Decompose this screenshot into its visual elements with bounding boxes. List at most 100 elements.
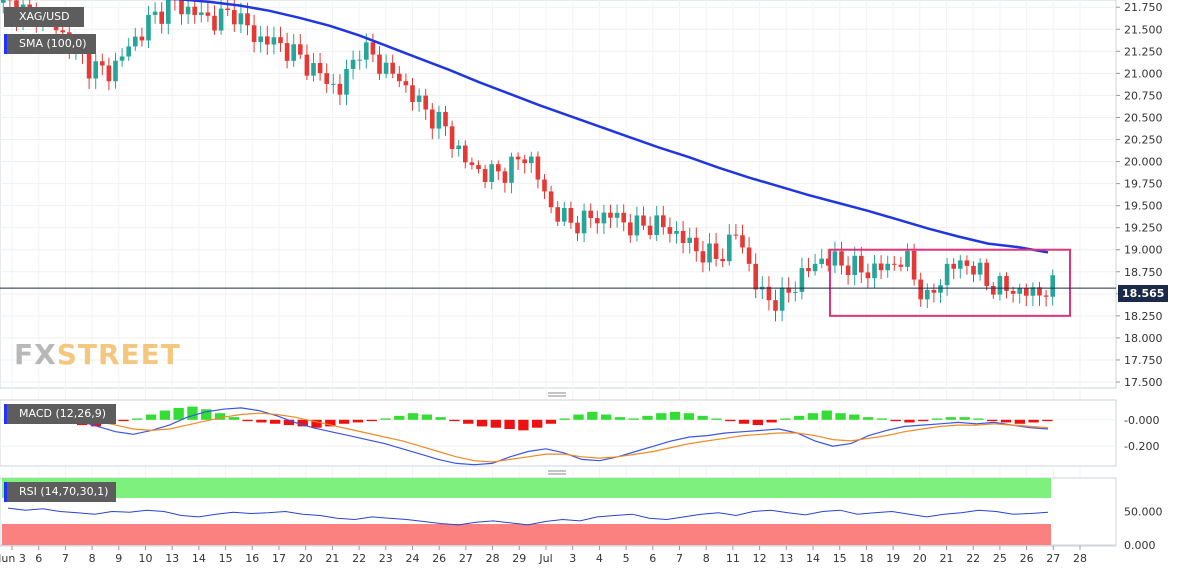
price-tick-label: 21.000 [1124, 67, 1163, 80]
price-tick-label: 18.250 [1124, 310, 1163, 323]
panel-resize-handle-1[interactable] [548, 392, 566, 397]
macd-histogram-bar [242, 419, 253, 422]
candle-body [832, 251, 838, 266]
candle-body [918, 279, 924, 300]
macd-histogram-bar [159, 410, 171, 420]
candle-body [456, 145, 462, 150]
macd-histogram-bar [794, 415, 805, 420]
candle-body [713, 243, 719, 259]
macd-grid [0, 419, 1116, 447]
panel-resize-handle-2[interactable] [548, 470, 566, 475]
macd-histogram-bar [725, 419, 736, 422]
candle-body [971, 265, 976, 275]
candle-body [225, 8, 231, 11]
candle-body [878, 263, 884, 271]
macd-histogram-bar [256, 419, 267, 423]
candle-body [528, 156, 534, 164]
candle-body [667, 227, 673, 234]
candle-body [165, 0, 171, 24]
macd-histogram-bar [201, 409, 212, 420]
candle-body [119, 56, 125, 61]
candle-body [812, 263, 818, 272]
candle-body [357, 59, 363, 61]
candle-body [825, 258, 831, 266]
fxstreet-logo: FXSTREET [14, 338, 181, 371]
candle-body [271, 37, 277, 45]
time-tick-label: 14 [806, 552, 820, 565]
candle-body [0, 0, 6, 3]
macd-histogram-bar [187, 406, 198, 420]
candle-body [99, 61, 105, 66]
candle-body [93, 61, 99, 79]
macd-histogram-bar [862, 417, 874, 420]
candle-body [185, 6, 191, 15]
candle-body [495, 164, 501, 172]
macd-histogram-bar [876, 418, 888, 420]
macd-histogram-bar [228, 417, 239, 420]
macd-histogram-bar [669, 411, 681, 420]
macd-histogram-bar [987, 419, 998, 422]
macd-histogram-bar [738, 419, 750, 424]
time-tick-label: 28 [486, 552, 500, 565]
macd-histogram-bar [559, 418, 570, 420]
candle-body [984, 262, 990, 286]
candle-body [212, 15, 217, 31]
candle-body [205, 12, 211, 16]
time-tick-label: 9 [115, 552, 122, 565]
macd-histogram-bar [752, 419, 763, 426]
candle-body [311, 62, 316, 76]
candle-body [337, 83, 343, 95]
macd-indicator-label[interactable]: MACD (12,26,9) [4, 404, 116, 424]
price-tick-label: 20.500 [1124, 111, 1163, 124]
time-tick-label: 16 [245, 552, 259, 565]
candle-body [779, 287, 785, 311]
candle-body [482, 169, 488, 182]
candle-body [634, 215, 640, 236]
price-tick-label: 19.000 [1124, 244, 1163, 257]
macd-histogram-bar [780, 418, 791, 420]
macd-histogram-bar [421, 414, 433, 420]
rsi-indicator-label[interactable]: RSI (14,70,30,1) [4, 482, 116, 502]
symbol-label[interactable]: XAG/USD [4, 7, 84, 27]
time-tick-label: 8 [703, 552, 710, 565]
time-tick-label: 6 [35, 552, 42, 565]
time-tick-label: 18 [859, 552, 873, 565]
price-tick-label: 21.750 [1124, 1, 1163, 14]
macd-histogram-bar [311, 419, 322, 428]
candle-body [905, 250, 910, 267]
macd-histogram-bar [532, 419, 543, 428]
macd-histogram-bar [435, 417, 446, 420]
macd-histogram-bar [890, 419, 901, 422]
price-tick-label: 19.250 [1124, 222, 1163, 235]
candle-body [284, 43, 290, 61]
time-tick-label: 22 [352, 552, 366, 565]
candle-body [476, 165, 481, 170]
candle-body [86, 53, 92, 79]
macd-histogram-bar [352, 419, 364, 423]
candle-body [152, 11, 158, 15]
candle-body [159, 11, 165, 24]
rsi-oversold-zone [2, 524, 1051, 545]
candle-body [594, 218, 600, 224]
time-tick-label: Jul [538, 552, 552, 565]
candle-body [278, 37, 283, 44]
candle-body [944, 263, 950, 286]
price-panel [0, 0, 1117, 389]
candle-body [535, 156, 541, 180]
price-tick-label: 19.500 [1124, 200, 1163, 213]
macd-histogram-bar [504, 419, 515, 430]
sma-indicator-label[interactable]: SMA (100,0) [4, 34, 96, 54]
candle-body [726, 234, 732, 262]
candle-body [839, 251, 844, 266]
rsi-line [7, 507, 1049, 526]
candle-body [614, 212, 620, 218]
candle-body [238, 13, 244, 25]
candle-body [680, 230, 686, 243]
macd-tick-label: -0.000 [1124, 414, 1159, 427]
macd-histogram-bar [600, 414, 612, 420]
candle-body [324, 73, 330, 84]
candle-body [951, 263, 957, 269]
candle-body [924, 289, 930, 300]
candle-body [707, 243, 712, 263]
price-tick-label: 18.000 [1124, 332, 1163, 345]
